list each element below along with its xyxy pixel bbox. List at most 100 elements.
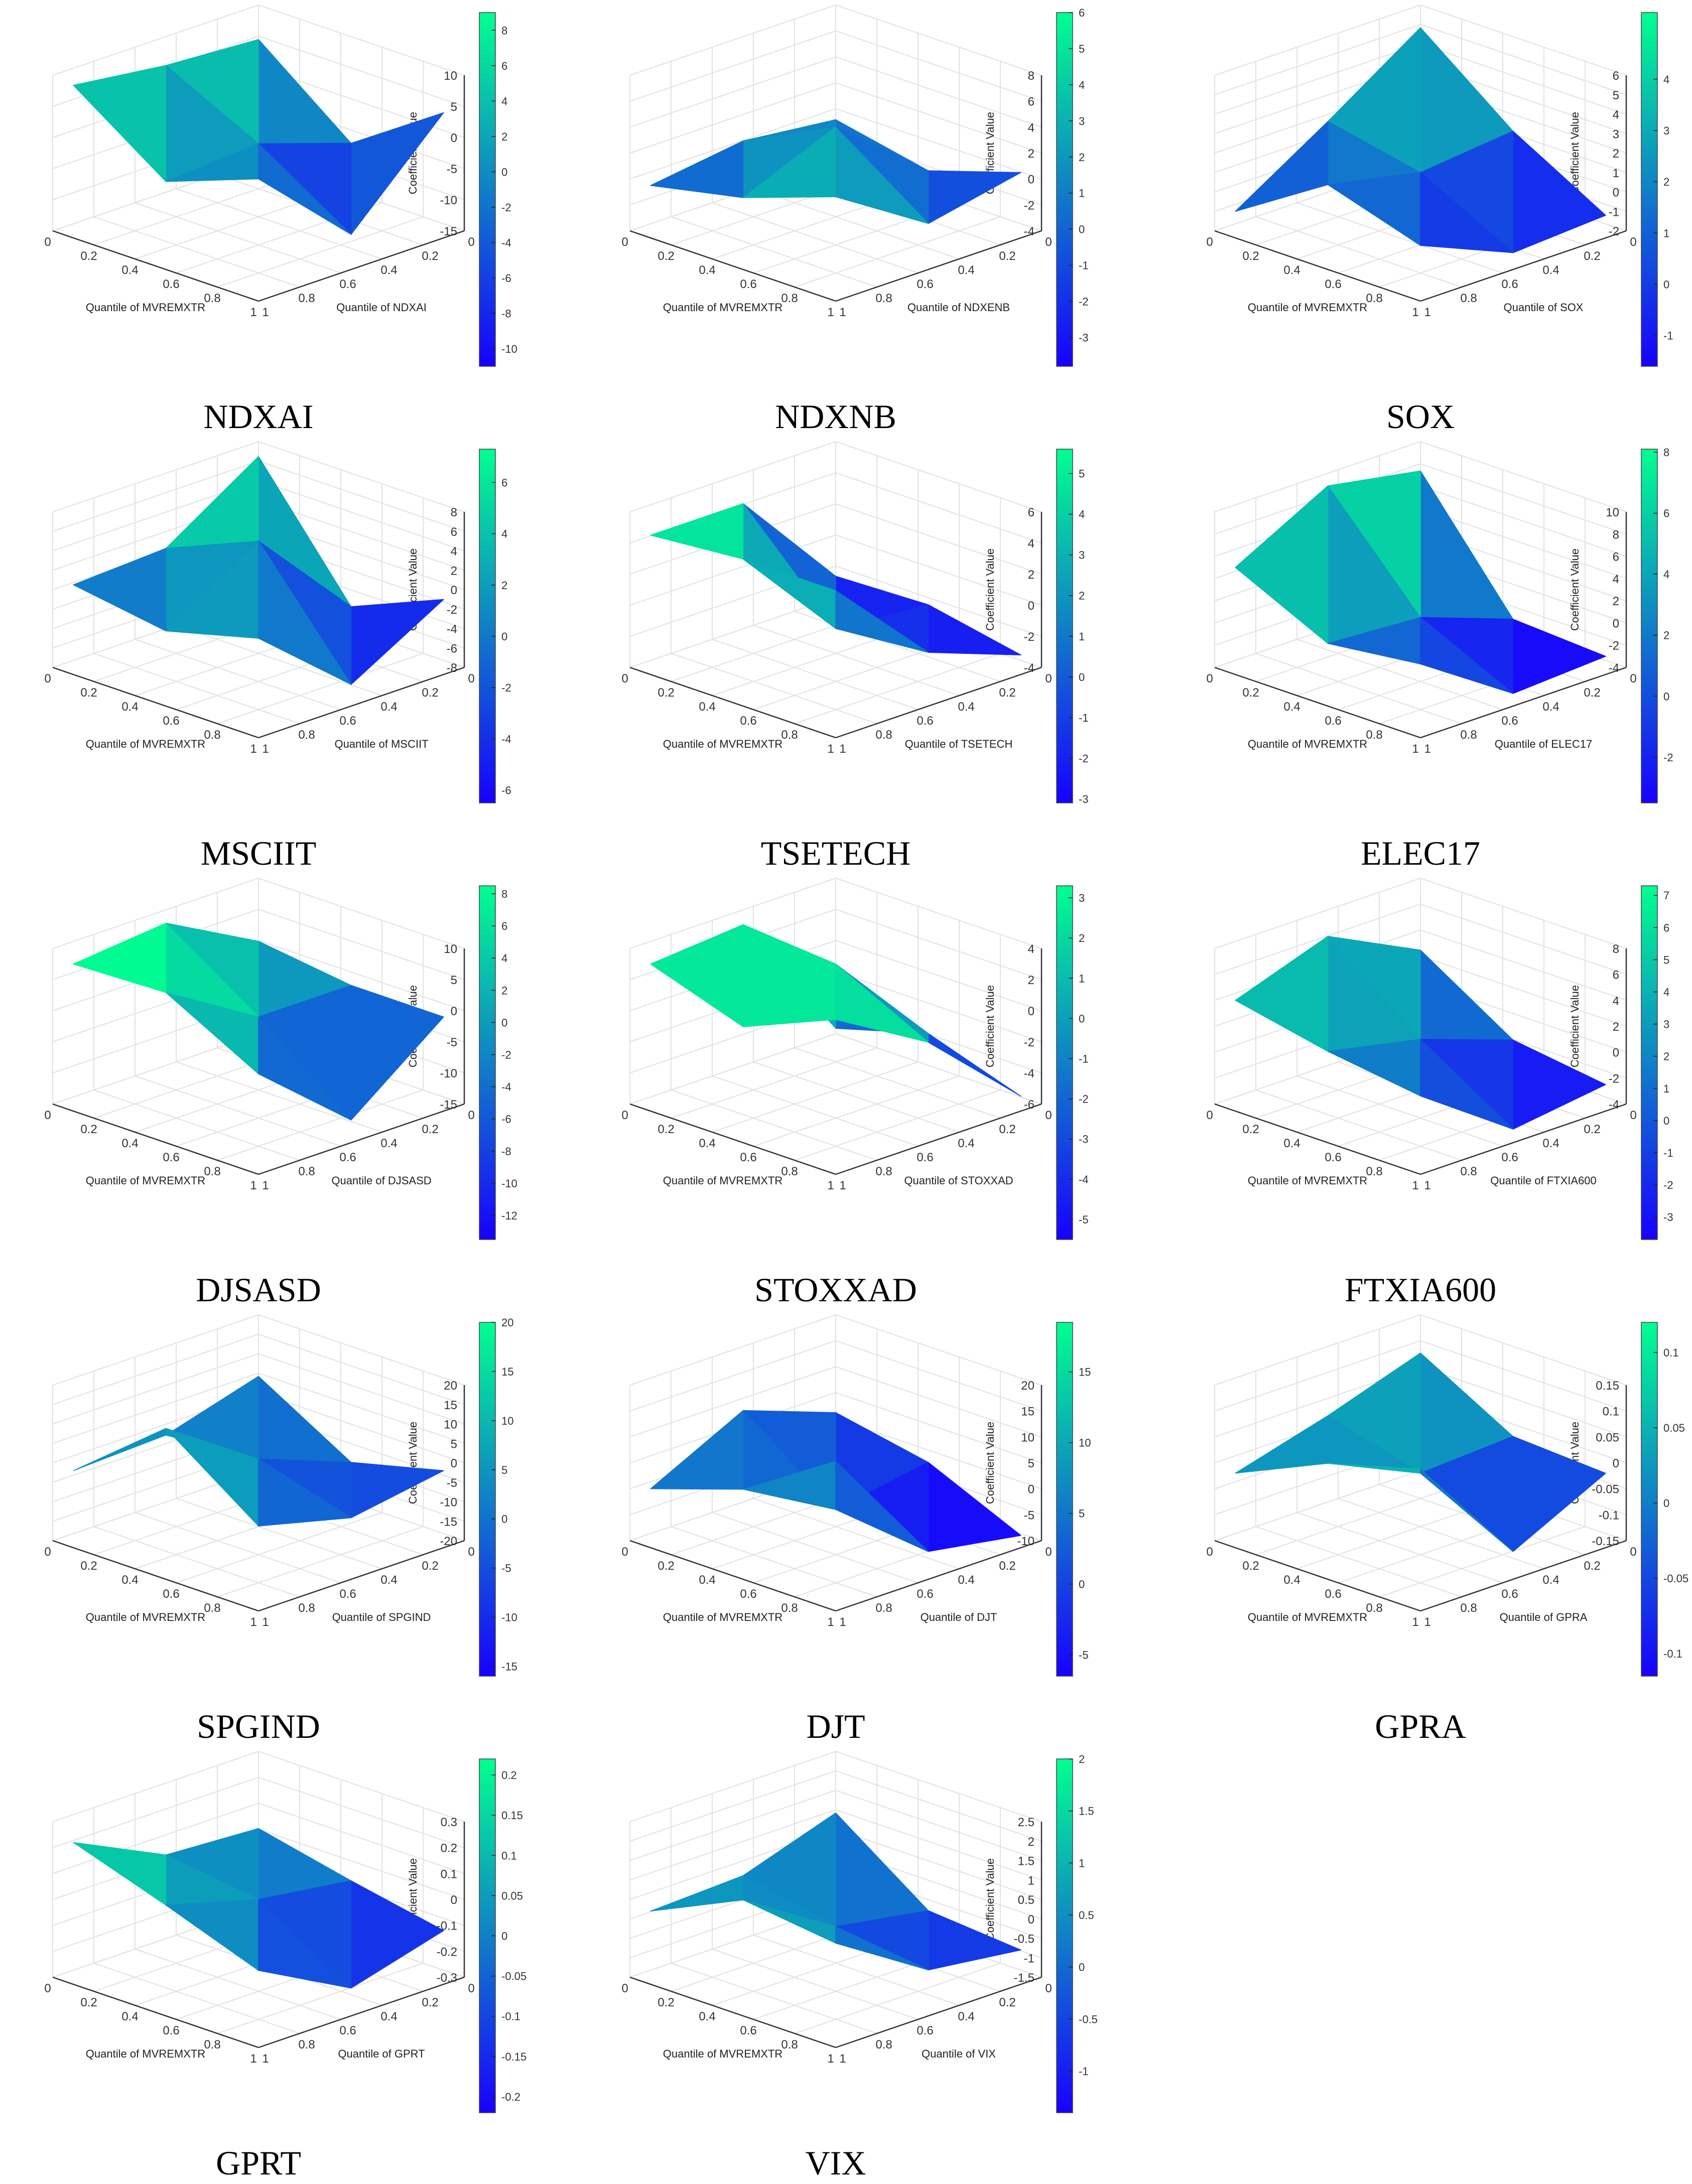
colorbar-tick-label: -3 <box>1079 793 1089 805</box>
x-axis-label: Quantile of MVREMXTR <box>86 2048 205 2060</box>
colorbar-tick-label: 6 <box>1663 921 1669 934</box>
surface-facet <box>650 924 744 1027</box>
z-tick-label: -6 <box>447 642 457 655</box>
z-tick-label: 0 <box>451 1005 457 1018</box>
y-floor-gridline <box>753 625 960 696</box>
surface-facet <box>835 1812 929 1927</box>
x-axis-line <box>1214 230 1421 302</box>
colorbar-tick-label: -2 <box>501 201 511 214</box>
chart-title: SPGIND <box>197 1707 320 1745</box>
surface <box>650 119 1021 224</box>
x-tick-label: 0.2 <box>1242 249 1259 263</box>
x-floor-gridline <box>217 1089 424 1161</box>
x-floor-gridline <box>176 1512 382 1583</box>
x-axis-line <box>52 666 259 739</box>
colorbar-gradient <box>1056 449 1073 803</box>
colorbar-tick-label: -5 <box>1079 1649 1089 1662</box>
x-tick-label: 0.4 <box>699 1137 715 1150</box>
x-axis-label: Quantile of MVREMXTR <box>86 301 205 314</box>
y-axis-label: Quantile of NDXENB <box>907 301 1010 314</box>
colorbar-tick-label: -0.05 <box>1663 1572 1688 1585</box>
x-tick-label: 1 <box>827 306 834 319</box>
x-axis-label: Quantile of MVREMXTR <box>663 1174 783 1187</box>
x-axis-label: Quantile of MVREMXTR <box>86 1174 205 1187</box>
colorbar-tick-label: 2 <box>1079 932 1085 944</box>
x-tick-label: 1 <box>250 742 256 756</box>
y-tick-label: 0.6 <box>917 1151 933 1164</box>
z-axis-label: Coefficient Value <box>1569 549 1581 631</box>
chart-title: ELEC17 <box>1361 834 1480 872</box>
x-tick-label: 0.6 <box>163 1587 179 1601</box>
z-tick-label: 4 <box>1028 537 1034 551</box>
x-tick-label: 0.8 <box>204 1165 220 1178</box>
y-axis-label: Quantile of DJSASD <box>331 1174 431 1187</box>
x-tick-label: 0 <box>1206 672 1213 686</box>
z-tick-label: 8 <box>451 506 457 519</box>
z-tick-label: 2.5 <box>1018 1816 1034 1829</box>
axes: 2.5 2 1.5 1 0.5 0 -0.5 -1 -1.5 0 0.2 0.4 0.6 0.8 1 0 0.2… <box>621 1816 1052 2066</box>
y-floor-gridline <box>712 639 919 710</box>
colorbar-tick-label: 7 <box>1663 889 1669 902</box>
y-tick-label: 0.2 <box>999 1123 1015 1136</box>
z-tick-label: 0 <box>451 1457 457 1470</box>
z-tick-label: -2 <box>1024 199 1034 212</box>
y-floor-gridline <box>176 188 382 259</box>
z-tick-label: 5 <box>451 974 457 987</box>
chart-title: GPRT <box>216 2144 301 2182</box>
colorbar-gradient <box>1056 12 1073 367</box>
chart-title: NDXAI <box>203 397 314 436</box>
colorbar-tick-label: 4 <box>1079 79 1085 91</box>
colorbar-tick-label: 2 <box>501 579 507 592</box>
x-tick-label: 1 <box>1412 1179 1418 1192</box>
z-tick-label: -15 <box>440 225 457 238</box>
colorbar-tick-label: 2 <box>1079 590 1085 602</box>
y-axis-label: Quantile of FTXIA600 <box>1490 1174 1597 1187</box>
x-tick-label: 0.6 <box>163 278 179 291</box>
surface-facet <box>73 548 167 632</box>
colorbar-gradient <box>479 1322 496 1677</box>
chart-panel-djsasd: 10 5 0 -5 -10 -15 0 0.2 0.4 0.6 0.8 1 0 0.2 0.4 0.6 0.8 1… <box>8 873 560 1310</box>
colorbar-tick-label: 4 <box>501 952 507 965</box>
x-axis-label: Quantile of MVREMXTR <box>663 301 783 314</box>
x-tick-label: 0 <box>621 235 628 249</box>
colorbar-tick-label: 4 <box>1079 508 1085 521</box>
y-floor-gridline <box>671 1526 877 1597</box>
y-floor-gridline <box>1255 216 1462 288</box>
x-tick-label: 0.2 <box>80 1559 97 1573</box>
x-tick-label: 0 <box>1206 1545 1213 1559</box>
colorbar-tick-label: 6 <box>1663 507 1669 520</box>
y-tick-label: 0.8 <box>1460 1165 1477 1178</box>
y-floor-gridline <box>135 1512 341 1583</box>
z-tick-label: 0 <box>1028 1483 1034 1496</box>
x-tick-label: 0.4 <box>121 700 138 714</box>
x-floor-gridline <box>52 1033 259 1105</box>
y-floor-gridline <box>1338 1498 1544 1569</box>
colorbar-gradient <box>1056 885 1073 1240</box>
y-tick-label: 0.8 <box>298 2038 315 2052</box>
y-tick-label: 0.2 <box>999 1996 1015 2009</box>
y-axis-line <box>258 1976 465 2049</box>
y-axis-line <box>835 230 1042 302</box>
z-tick-label: 1 <box>1028 1874 1034 1887</box>
y-floor-gridline <box>753 1935 960 2006</box>
y-floor-gridline <box>671 1963 877 2034</box>
colorbar-tick-label: -6 <box>501 272 511 285</box>
y-floor-gridline <box>93 653 300 724</box>
x-tick-label: 0.4 <box>699 2010 715 2023</box>
z-tick-label: 15 <box>1021 1405 1034 1419</box>
colorbar-tick-label: 6 <box>1079 7 1085 19</box>
y-tick-label: 0.2 <box>1584 1559 1600 1573</box>
chart-title: FTXIA600 <box>1344 1271 1497 1309</box>
x-floor-gridline <box>217 1526 424 1597</box>
x-tick-label: 0.6 <box>163 714 179 728</box>
colorbar-tick-label: 20 <box>501 1316 513 1329</box>
z-tick-label: 10 <box>1606 506 1619 519</box>
surface-facet <box>1235 485 1329 644</box>
z-tick-label: 0.3 <box>441 1816 457 1829</box>
colorbar-tick-label: -1 <box>1663 330 1673 342</box>
y-tick-label: 0.6 <box>339 714 356 728</box>
x-tick-label: 0 <box>621 1982 628 1995</box>
y-tick-label: 0.2 <box>422 1123 438 1136</box>
colorbar-tick-label: 6 <box>501 476 507 489</box>
colorbar-tick-label: 0 <box>501 1513 507 1526</box>
